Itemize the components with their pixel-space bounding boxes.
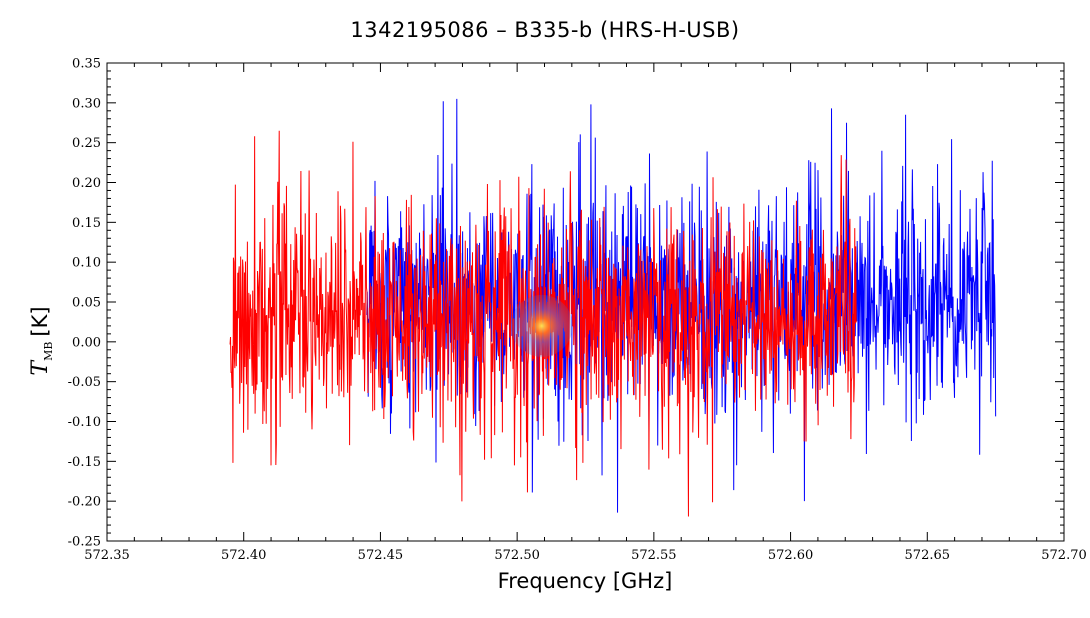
chart-title: 1342195086 – B335-b (HRS-H-USB)	[350, 18, 740, 42]
series-line-2	[229, 130, 857, 517]
x-tick-label: 572.65	[905, 548, 951, 563]
y-tick-label: -0.15	[68, 455, 101, 470]
y-axis-label-main: T	[28, 359, 53, 376]
y-tick-label: 0.05	[72, 296, 101, 311]
x-tick-label: 572.55	[631, 548, 677, 563]
marker-layer	[510, 294, 573, 357]
x-tick-label: 572.60	[768, 548, 814, 563]
y-tick-label: 0.20	[72, 176, 101, 191]
y-tick-label: 0.35	[72, 57, 101, 72]
tick-label-layer: 572.35 572.40 572.45 572.50 572.55 572.60 572.…	[68, 57, 1087, 564]
y-tick-label: -0.20	[68, 495, 101, 510]
x-tick-label: 572.40	[221, 548, 267, 563]
x-tick-label: 572.35	[84, 548, 130, 563]
y-tick-label: 0.15	[72, 216, 101, 231]
y-tick-label: 0.25	[72, 136, 101, 151]
y-axis-label: TMB [K]	[28, 306, 55, 375]
x-tick-label: 572.45	[358, 548, 404, 563]
y-tick-label: 0.10	[72, 256, 101, 271]
x-axis-label: Frequency [GHz]	[498, 569, 673, 593]
y-tick-label: -0.10	[68, 415, 101, 430]
x-tick-label: 572.70	[1041, 548, 1087, 563]
position-marker	[510, 294, 573, 357]
series-layer	[229, 98, 997, 517]
y-axis-label-unit: [K]	[28, 306, 52, 336]
y-axis-label-subscript: MB	[42, 342, 55, 361]
x-tick-label: 572.50	[494, 548, 540, 563]
y-tick-label: 0.00	[72, 335, 101, 350]
y-tick-label: 0.30	[72, 96, 101, 111]
tick-layer	[106, 62, 1065, 542]
y-tick-label: -0.05	[68, 375, 101, 390]
y-tick-label: -0.25	[68, 535, 101, 550]
